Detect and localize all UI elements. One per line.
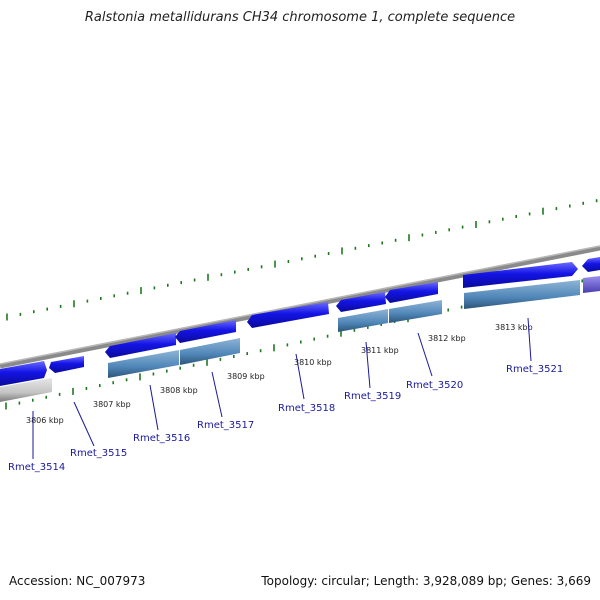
cds-arrow[interactable] bbox=[105, 333, 176, 358]
kbp-label: 3810 kbp bbox=[294, 358, 332, 367]
upper-tick-row bbox=[6, 199, 598, 321]
gene-leader-line bbox=[417, 332, 433, 377]
feature-bar-gray[interactable] bbox=[0, 378, 52, 402]
kbp-labels: 3806 kbp 3807 kbp 3808 kbp 3809 kbp 3810… bbox=[26, 323, 533, 425]
genome-summary-text: Topology: circular; Length: 3,928,089 bp… bbox=[261, 574, 591, 588]
gene-leader-line bbox=[527, 317, 532, 362]
cds-arrow[interactable] bbox=[463, 262, 578, 288]
map-title: Ralstonia metallidurans CH34 chromosome … bbox=[84, 10, 516, 25]
cds-arrow[interactable] bbox=[49, 356, 84, 373]
gene-leader-line bbox=[211, 371, 223, 418]
cds-arrow[interactable] bbox=[247, 302, 329, 328]
feature-bar[interactable] bbox=[389, 300, 442, 323]
gene-label[interactable]: Rmet_3514 bbox=[8, 462, 65, 473]
cds-arrow[interactable] bbox=[175, 320, 236, 343]
gene-label[interactable]: Rmet_3515 bbox=[70, 448, 127, 459]
gene-label[interactable]: Rmet_3518 bbox=[278, 403, 335, 414]
gene-label[interactable]: Rmet_3517 bbox=[197, 420, 254, 431]
feature-bar[interactable] bbox=[108, 350, 179, 378]
feature-bar[interactable] bbox=[338, 309, 388, 332]
kbp-label: 3811 kbp bbox=[361, 346, 399, 355]
gene-leader-line bbox=[73, 401, 95, 447]
chromosome-backbone-highlight bbox=[0, 245, 600, 365]
kbp-label: 3808 kbp bbox=[160, 386, 198, 395]
gene-leader-lines bbox=[32, 317, 532, 459]
feature-bar[interactable] bbox=[464, 280, 580, 309]
kbp-label: 3809 kbp bbox=[227, 372, 265, 381]
feature-row bbox=[0, 276, 600, 402]
feature-bar-purple[interactable] bbox=[583, 276, 600, 293]
cds-arrow[interactable] bbox=[385, 282, 438, 303]
kbp-label: 3806 kbp bbox=[26, 416, 64, 425]
kbp-label: 3807 kbp bbox=[93, 400, 131, 409]
cds-arrow[interactable] bbox=[582, 257, 600, 272]
kbp-label: 3813 kbp bbox=[495, 323, 533, 332]
gene-label[interactable]: Rmet_3519 bbox=[344, 391, 401, 402]
gene-leader-line bbox=[365, 341, 371, 389]
gene-label[interactable]: Rmet_3521 bbox=[506, 364, 563, 375]
cds-arrow[interactable] bbox=[0, 361, 47, 386]
gene-labels: Rmet_3514 Rmet_3515 Rmet_3516 Rmet_3517 … bbox=[8, 364, 563, 473]
cds-arrow[interactable] bbox=[336, 292, 386, 312]
gene-label[interactable]: Rmet_3520 bbox=[406, 380, 463, 391]
gene-leader-line bbox=[149, 384, 159, 431]
accession-text: Accession: NC_007973 bbox=[9, 574, 146, 588]
cds-row bbox=[0, 257, 600, 386]
kbp-label: 3812 kbp bbox=[428, 334, 466, 343]
gene-label[interactable]: Rmet_3516 bbox=[133, 433, 190, 444]
gene-leader-line bbox=[295, 353, 305, 400]
feature-bar[interactable] bbox=[180, 338, 240, 365]
